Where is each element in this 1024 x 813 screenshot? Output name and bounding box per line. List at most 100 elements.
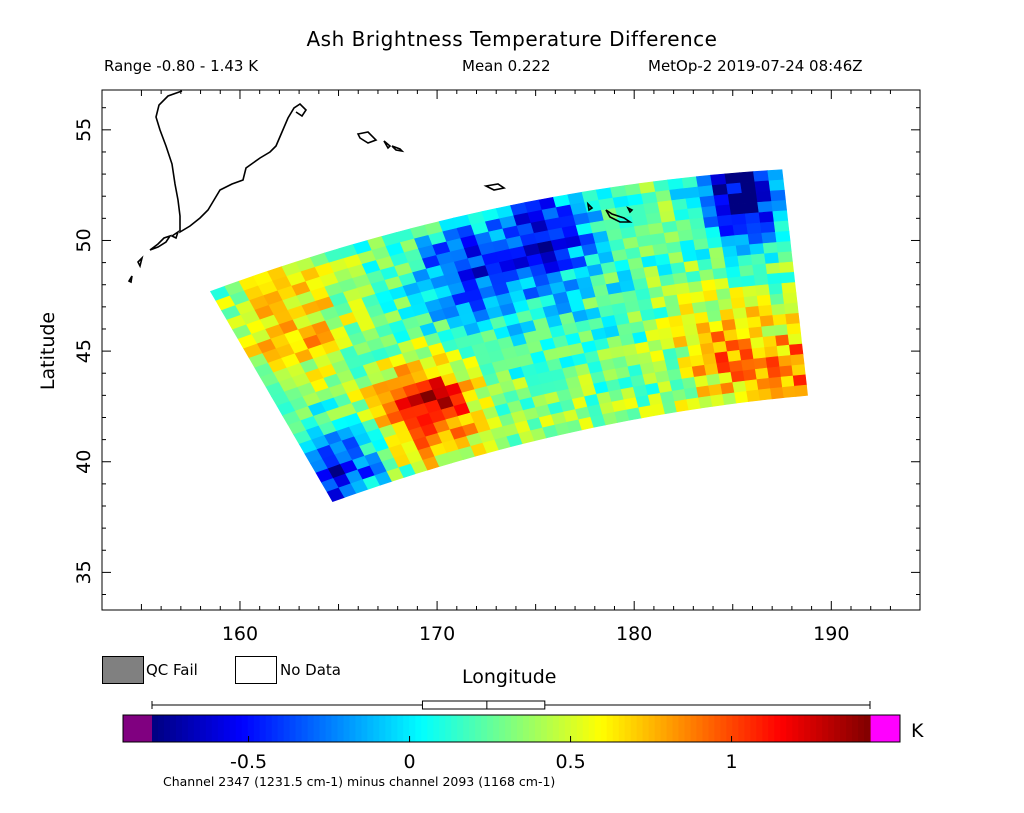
y-tick-label: 55 (73, 118, 95, 142)
swath-pixel (715, 204, 732, 217)
swath-pixel (765, 262, 781, 275)
colorbar-segment (642, 715, 650, 742)
swath-pixel (782, 292, 798, 305)
swath-pixel (681, 176, 699, 189)
swath-pixel (693, 238, 710, 251)
swath-pixel (755, 190, 772, 203)
swath-pixel (734, 390, 749, 404)
colorbar-segment (516, 715, 524, 742)
swath-pixel (764, 345, 779, 359)
colorbar-segment (600, 715, 608, 742)
swath-pixel (706, 310, 723, 323)
colorbar-segment (564, 715, 572, 742)
swath-heatmap (209, 169, 808, 502)
swath-pixel (737, 254, 753, 267)
axis-ticks (102, 90, 920, 610)
colorbar-segment (415, 715, 422, 742)
colorbar-segment (618, 715, 626, 742)
colorbar-segment (678, 715, 686, 742)
qc-fail-label: QC Fail (146, 661, 198, 679)
colorbar-segment (355, 715, 363, 742)
x-tick-label: 170 (419, 623, 455, 645)
colorbar-segment (540, 715, 548, 742)
swath-pixel (737, 338, 753, 351)
swath-pixel (741, 358, 756, 372)
colorbar-segment (570, 715, 578, 742)
swath-pixel (780, 271, 796, 284)
swath-pixel (718, 224, 735, 238)
colorbar-segment (816, 715, 823, 742)
colorbar-segment (469, 715, 476, 742)
colorbar-segment (163, 715, 171, 742)
swath-pixel (671, 198, 689, 212)
swath-pixel (663, 294, 680, 308)
colorbar-segment (493, 715, 500, 742)
colorbar-segment (283, 715, 291, 742)
swath-pixel (675, 219, 693, 232)
swath-pixel (718, 371, 734, 385)
swath-pixel (752, 263, 768, 276)
mean-text: Mean 0.222 (462, 57, 551, 75)
colorbar-segment (337, 715, 345, 742)
swath-pixel (653, 179, 671, 193)
swath-pixel (657, 200, 675, 213)
satellite-time-text: MetOp-2 2019-07-24 08:46Z (648, 57, 863, 75)
swath-pixel (717, 214, 734, 228)
swath-pixel (750, 253, 767, 266)
colorbar-segment (367, 715, 374, 742)
colorbar-segment (307, 715, 315, 742)
colorbar-segment (822, 715, 829, 742)
swath-pixel (725, 266, 742, 279)
swath-pixel (734, 317, 750, 330)
colorbar-segment (343, 715, 351, 742)
coastline-island (356, 131, 378, 144)
swath-pixel (695, 248, 712, 261)
colorbar-segment (211, 715, 219, 742)
colorbar-segment (588, 715, 596, 742)
swath-pixel (669, 188, 687, 201)
swath-pixel (698, 395, 713, 409)
colorbar-segment (654, 715, 662, 742)
swath-pixel (771, 200, 788, 212)
swath-pixel (714, 277, 730, 291)
swath-pixel (713, 194, 731, 207)
swath-pixel (712, 267, 729, 280)
swath-pixel (721, 318, 737, 332)
colorbar-segment (852, 715, 859, 742)
swath-pixel (730, 213, 747, 226)
swath-pixel (665, 241, 683, 255)
colorbar-segment (193, 715, 201, 742)
y-tick-label: 50 (73, 228, 95, 252)
swath-pixel (672, 335, 689, 349)
colorbar-segment (774, 715, 781, 742)
colorbar-over (870, 715, 900, 742)
swath-pixel (729, 286, 745, 300)
colorbar-segment (780, 715, 787, 742)
swath-pixel (753, 273, 770, 287)
colorbar-segment (409, 715, 416, 742)
swath-pixel (697, 332, 714, 345)
swath-pixel (681, 313, 697, 327)
swath-pixel (665, 304, 682, 318)
colorbar-tick-label: 1 (726, 751, 738, 773)
colorbar-segment (235, 715, 243, 742)
colorbar-segment (481, 715, 488, 742)
colorbar-segment (648, 715, 656, 742)
swath-pixel (762, 242, 779, 255)
colorbar-segment (630, 715, 638, 742)
colorbar-segment (499, 715, 506, 742)
swath-pixel (781, 282, 797, 295)
swath-pixel (747, 232, 764, 246)
colorbar-segment (846, 715, 853, 742)
coastline-island (391, 145, 405, 153)
swath-pixel (691, 301, 708, 315)
swath-pixel (745, 305, 761, 319)
colorbar-segment (391, 715, 398, 742)
colorbar-segment (762, 715, 769, 742)
swath-pixel (684, 387, 699, 400)
y-tick-label: 45 (73, 339, 95, 363)
colorbar-segment (636, 715, 644, 742)
swath-pixel (751, 347, 767, 360)
swath-pixel (708, 320, 724, 334)
colorbar-segment (331, 715, 339, 742)
